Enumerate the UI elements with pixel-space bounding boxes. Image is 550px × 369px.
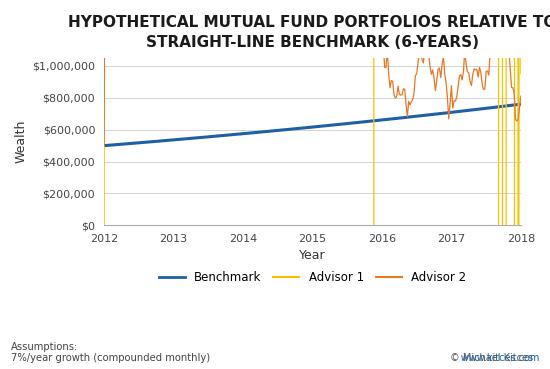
X-axis label: Year: Year <box>299 249 326 262</box>
Title: HYPOTHETICAL MUTUAL FUND PORTFOLIOS RELATIVE TO
STRAIGHT-LINE BENCHMARK (6-YEARS: HYPOTHETICAL MUTUAL FUND PORTFOLIOS RELA… <box>68 15 550 50</box>
Y-axis label: Wealth: Wealth <box>15 120 28 163</box>
Legend: Benchmark, Advisor 1, Advisor 2: Benchmark, Advisor 1, Advisor 2 <box>154 266 471 289</box>
Text: www.kitces.com: www.kitces.com <box>392 354 539 363</box>
Text: © Michael Kitces: © Michael Kitces <box>450 354 539 363</box>
Text: Assumptions:
7%/year growth (compounded monthly): Assumptions: 7%/year growth (compounded … <box>11 342 210 363</box>
